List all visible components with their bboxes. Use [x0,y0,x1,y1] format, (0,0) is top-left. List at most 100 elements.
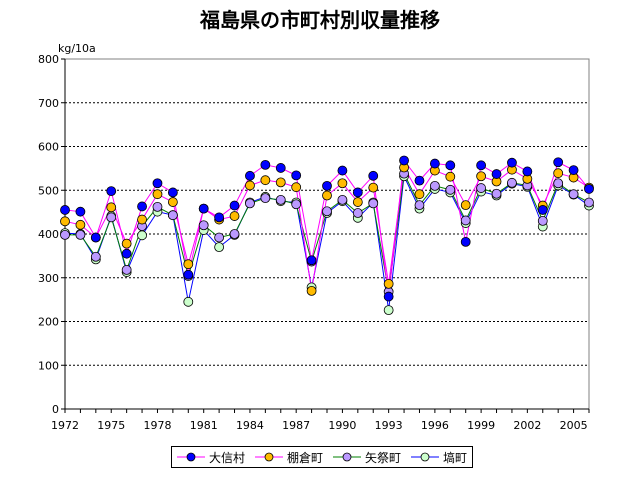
y-tick-label: 100 [38,359,59,372]
legend-label: 矢祭町 [364,450,401,465]
y-tick-label: 0 [52,403,59,416]
y-tick-label: 600 [38,141,59,154]
data-point-series-1 [568,165,579,176]
data-point-series-2 [445,171,456,182]
data-point-series-3 [337,194,348,205]
data-point-series-3 [568,189,579,200]
data-point-series-2 [352,197,363,207]
data-point-series-2 [306,285,317,296]
data-point-series-3 [106,212,117,223]
x-tick-label: 1993 [375,419,403,432]
x-tick-label: 1984 [236,419,264,432]
data-point-series-3 [322,206,332,217]
data-point-series-2 [322,190,332,201]
data-point-series-1 [399,155,409,166]
data-point-series-1 [167,187,178,198]
data-point-series-1 [90,232,101,243]
data-point-series-3 [75,229,86,240]
data-point-series-1 [245,170,255,181]
data-point-series-1 [368,170,379,181]
data-point-series-1 [429,158,440,169]
y-tick-label: 300 [38,272,59,285]
legend-marker-icon [332,452,361,462]
data-point-series-2 [229,211,240,221]
data-point-series-3 [414,200,425,211]
data-point-series-3 [152,201,163,212]
data-point-series-1 [152,178,163,189]
data-point-series-1 [60,205,70,215]
data-point-series-1 [337,165,348,176]
data-point-series-3 [491,188,502,199]
x-tick-label: 1999 [467,419,495,432]
data-point-series-2 [137,214,147,225]
data-point-series-2 [167,197,178,207]
data-point-series-2 [260,175,271,186]
legend-label: 大信村 [208,450,245,465]
data-point-series-1 [106,186,117,197]
legend-item: 塙町 [410,449,467,466]
chart-title: 福島県の市町村別収量推移 [200,8,440,32]
data-point-series-1 [383,291,394,302]
data-point-series-3 [368,198,379,209]
data-point-series-3 [214,232,225,243]
data-point-series-3 [445,184,456,195]
data-point-series-1 [491,169,502,179]
data-point-series-1 [75,206,86,217]
data-point-series-2 [553,168,564,179]
data-point-series-1 [183,269,194,280]
data-point-series-3 [429,180,440,191]
data-point-series-4 [183,296,194,307]
data-point-series-2 [183,259,194,270]
data-point-series-2 [460,200,471,211]
data-point-series-1 [460,236,471,247]
data-point-series-1 [352,187,363,198]
data-point-series-4 [137,230,147,241]
legend-label: 棚倉町 [286,450,323,465]
data-point-series-3 [291,199,302,210]
data-point-series-2 [383,278,394,289]
data-point-series-2 [60,216,70,227]
legend-marker-icon [176,452,205,462]
series-layer [60,155,594,316]
legend-label: 塙町 [442,450,467,465]
data-point-series-4 [383,305,394,316]
data-point-series-3 [229,229,240,239]
data-point-series-3 [60,229,70,240]
data-point-series-1 [214,212,225,223]
data-point-series-1 [137,201,147,212]
data-point-series-2 [275,177,286,188]
data-point-series-3 [121,264,132,275]
data-point-series-3 [245,198,255,209]
y-axis-label: kg/10a [58,42,96,55]
data-point-series-2 [152,189,163,200]
data-point-series-3 [167,210,178,221]
data-point-series-2 [337,178,348,189]
x-tick-label: 1972 [51,419,79,432]
data-point-series-3 [584,197,594,208]
data-point-series-3 [352,208,363,218]
legend-marker-icon [254,452,283,462]
data-point-series-1 [414,175,425,186]
x-tick-label: 1978 [143,419,171,432]
x-tick-label: 1981 [190,419,218,432]
data-point-series-2 [106,202,117,213]
legend-item: 棚倉町 [254,449,323,466]
y-tick-label: 500 [38,184,59,197]
y-tick-label: 700 [38,97,59,110]
data-point-series-2 [414,189,425,200]
data-point-series-3 [537,215,548,226]
data-point-series-3 [90,251,101,262]
y-tick-label: 400 [38,228,59,241]
data-point-series-1 [121,248,132,259]
data-point-series-1 [537,205,548,215]
data-point-series-3 [260,193,271,204]
data-point-series-3 [476,183,487,193]
data-point-series-1 [522,166,533,177]
x-tick-label: 1975 [97,419,125,432]
data-point-series-2 [121,238,132,249]
data-point-series-3 [553,178,564,189]
axis-layer: 0 100 200 300 400 500 600 700 800 1972 1975 1978 198… [38,53,590,432]
data-point-series-1 [229,200,240,211]
data-point-series-3 [460,215,471,226]
